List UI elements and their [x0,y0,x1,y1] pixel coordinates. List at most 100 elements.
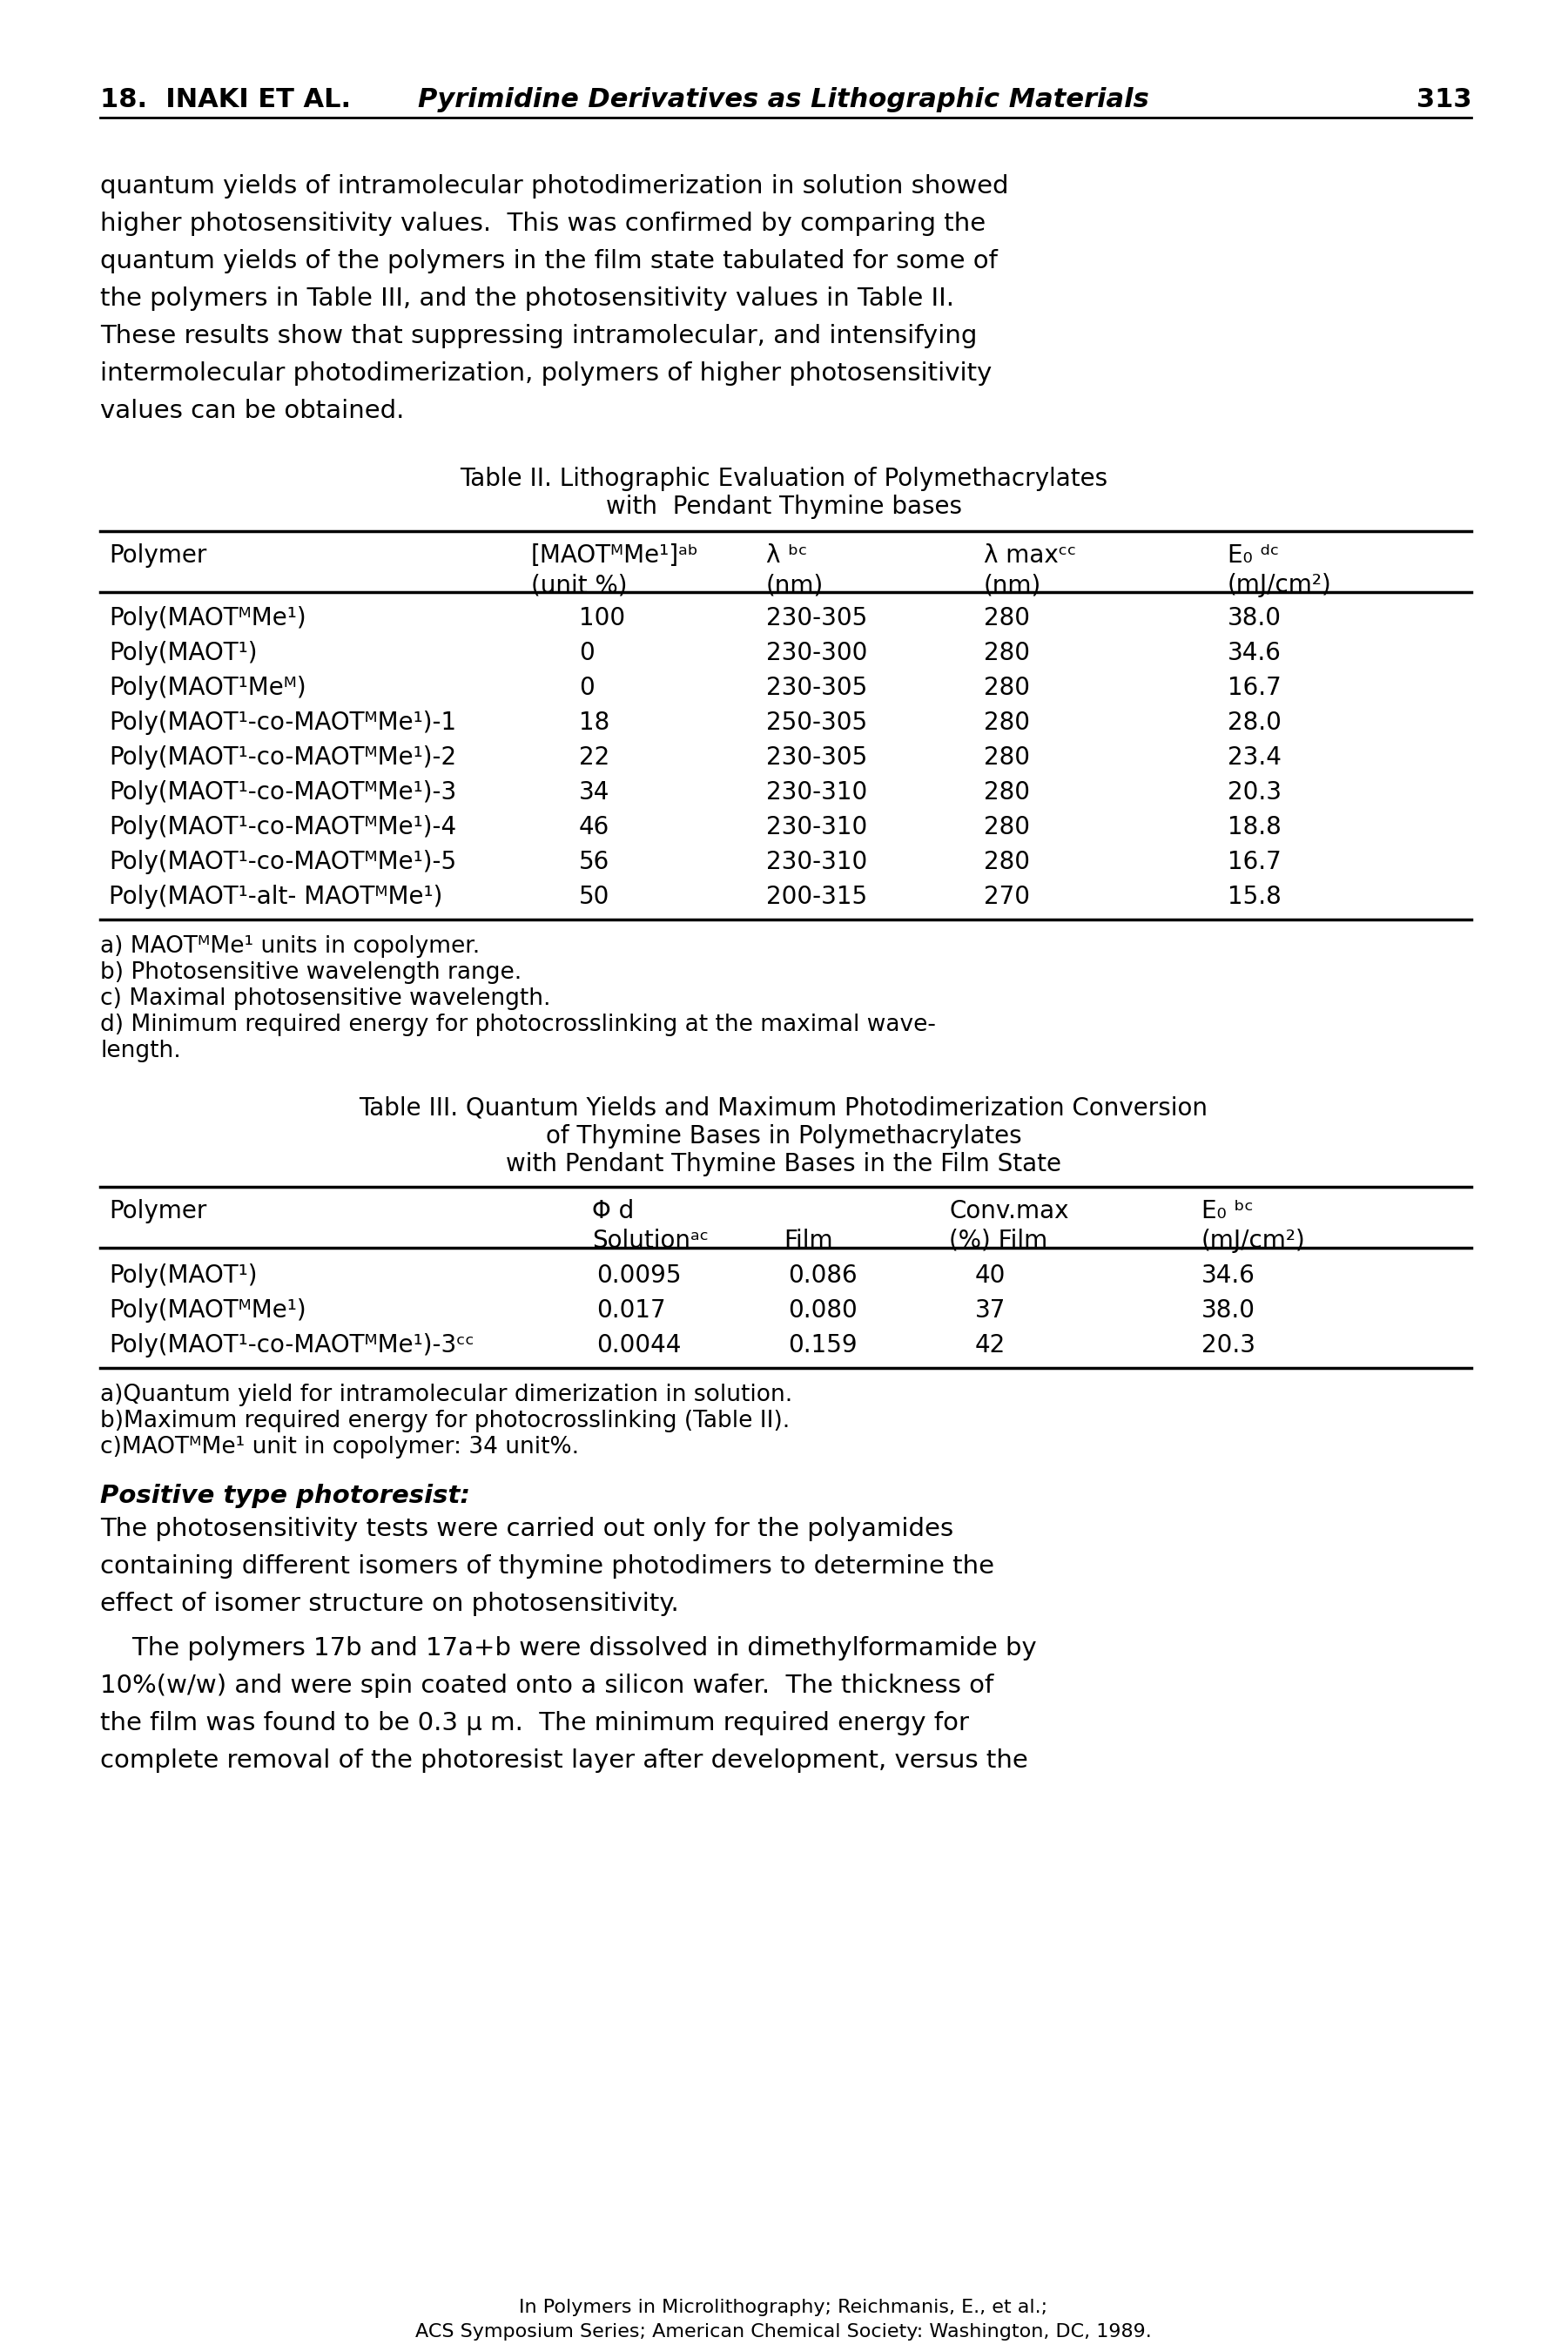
Text: containing different isomers of thymine photodimers to determine the: containing different isomers of thymine … [100,1554,994,1578]
Text: 280: 280 [983,816,1030,839]
Text: 10%(w/w) and were spin coated onto a silicon wafer.  The thickness of: 10%(w/w) and were spin coated onto a sil… [100,1674,994,1697]
Text: 37: 37 [975,1298,1007,1324]
Text: 56: 56 [579,849,610,875]
Text: 230-300: 230-300 [767,642,867,665]
Text: 230-305: 230-305 [767,745,867,769]
Text: 230-310: 230-310 [767,781,867,804]
Text: The polymers 17b and 17a+b were dissolved in dimethylformamide by: The polymers 17b and 17a+b were dissolve… [100,1636,1036,1660]
Text: a) MAOTᴹMe¹ units in copolymer.: a) MAOTᴹMe¹ units in copolymer. [100,936,480,957]
Text: 230-305: 230-305 [767,675,867,701]
Text: 16.7: 16.7 [1228,849,1281,875]
Text: 34: 34 [579,781,610,804]
Text: 230-305: 230-305 [767,607,867,630]
Text: Poly(MAOT¹-co-MAOTᴹMe¹)-4: Poly(MAOT¹-co-MAOTᴹMe¹)-4 [108,816,456,839]
Text: Poly(MAOT¹-co-MAOTᴹMe¹)-3: Poly(MAOT¹-co-MAOTᴹMe¹)-3 [108,781,456,804]
Text: b)Maximum required energy for photocrosslinking (Table II).: b)Maximum required energy for photocross… [100,1411,790,1432]
Text: Φ d: Φ d [593,1199,633,1223]
Text: Table III. Quantum Yields and Maximum Photodimerization Conversion: Table III. Quantum Yields and Maximum Ph… [359,1096,1207,1121]
Text: values can be obtained.: values can be obtained. [100,400,405,423]
Text: Poly(MAOT¹Meᴹ): Poly(MAOT¹Meᴹ) [108,675,306,701]
Text: 20.3: 20.3 [1228,781,1281,804]
Text: 200-315: 200-315 [767,884,867,910]
Text: Table II. Lithographic Evaluation of Polymethacrylates: Table II. Lithographic Evaluation of Pol… [459,468,1107,491]
Text: 280: 280 [983,675,1030,701]
Text: Poly(MAOTᴹMe¹): Poly(MAOTᴹMe¹) [108,607,306,630]
Text: a)Quantum yield for intramolecular dimerization in solution.: a)Quantum yield for intramolecular dimer… [100,1385,792,1406]
Text: 22: 22 [579,745,610,769]
Text: Poly(MAOT¹-co-MAOTᴹMe¹)-3ᶜᶜ: Poly(MAOT¹-co-MAOTᴹMe¹)-3ᶜᶜ [108,1333,474,1357]
Text: of Thymine Bases in Polymethacrylates: of Thymine Bases in Polymethacrylates [546,1124,1021,1150]
Text: 280: 280 [983,781,1030,804]
Text: 270: 270 [983,884,1030,910]
Text: 46: 46 [579,816,610,839]
Text: 280: 280 [983,745,1030,769]
Text: λ maxᶜᶜ: λ maxᶜᶜ [983,543,1076,567]
Text: 100: 100 [579,607,626,630]
Text: b) Photosensitive wavelength range.: b) Photosensitive wavelength range. [100,962,522,985]
Text: In Polymers in Microlithography; Reichmanis, E., et al.;: In Polymers in Microlithography; Reichma… [519,2299,1047,2316]
Text: d) Minimum required energy for photocrosslinking at the maximal wave-: d) Minimum required energy for photocros… [100,1013,936,1037]
Text: 0: 0 [579,642,594,665]
Text: Poly(MAOT¹): Poly(MAOT¹) [108,642,257,665]
Text: 0.0095: 0.0095 [596,1262,681,1288]
Text: (nm): (nm) [983,574,1041,597]
Text: with  Pendant Thymine bases: with Pendant Thymine bases [605,494,961,520]
Text: Pyrimidine Derivatives as Lithographic Materials: Pyrimidine Derivatives as Lithographic M… [419,87,1149,113]
Text: E₀ ᵈᶜ: E₀ ᵈᶜ [1228,543,1279,567]
Text: quantum yields of the polymers in the film state tabulated for some of: quantum yields of the polymers in the fi… [100,249,997,273]
Text: Poly(MAOTᴹMe¹): Poly(MAOTᴹMe¹) [108,1298,306,1324]
Text: 18: 18 [579,710,610,736]
Text: (nm): (nm) [767,574,823,597]
Text: 23.4: 23.4 [1228,745,1281,769]
Text: 28.0: 28.0 [1228,710,1281,736]
Text: 0.017: 0.017 [596,1298,666,1324]
Text: Poly(MAOT¹-alt- MAOTᴹMe¹): Poly(MAOT¹-alt- MAOTᴹMe¹) [108,884,442,910]
Text: the film was found to be 0.3 μ m.  The minimum required energy for: the film was found to be 0.3 μ m. The mi… [100,1712,969,1735]
Text: Poly(MAOT¹-co-MAOTᴹMe¹)-2: Poly(MAOT¹-co-MAOTᴹMe¹)-2 [108,745,456,769]
Text: (%) Film: (%) Film [949,1230,1047,1253]
Text: 313: 313 [1416,87,1471,113]
Text: 38.0: 38.0 [1201,1298,1256,1324]
Text: E₀ ᵇᶜ: E₀ ᵇᶜ [1201,1199,1253,1223]
Text: the polymers in Table III, and the photosensitivity values in Table II.: the polymers in Table III, and the photo… [100,287,955,310]
Text: ACS Symposium Series; American Chemical Society: Washington, DC, 1989.: ACS Symposium Series; American Chemical … [416,2323,1152,2342]
Text: 42: 42 [975,1333,1005,1357]
Text: 38.0: 38.0 [1228,607,1281,630]
Text: effect of isomer structure on photosensitivity.: effect of isomer structure on photosensi… [100,1592,679,1615]
Text: length.: length. [100,1039,180,1063]
Text: 50: 50 [579,884,610,910]
Text: Poly(MAOT¹): Poly(MAOT¹) [108,1262,257,1288]
Text: These results show that suppressing intramolecular, and intensifying: These results show that suppressing intr… [100,324,977,348]
Text: 280: 280 [983,710,1030,736]
Text: Positive type photoresist:: Positive type photoresist: [100,1483,470,1507]
Text: 250-305: 250-305 [767,710,867,736]
Text: 15.8: 15.8 [1228,884,1281,910]
Text: 40: 40 [975,1262,1007,1288]
Text: 0.080: 0.080 [787,1298,858,1324]
Text: 230-310: 230-310 [767,816,867,839]
Text: 34.6: 34.6 [1201,1262,1256,1288]
Text: 280: 280 [983,642,1030,665]
Text: [MAOTᴹMe¹]ᵃᵇ: [MAOTᴹMe¹]ᵃᵇ [532,543,699,567]
Text: 20.3: 20.3 [1201,1333,1256,1357]
Text: 280: 280 [983,607,1030,630]
Text: Poly(MAOT¹-co-MAOTᴹMe¹)-5: Poly(MAOT¹-co-MAOTᴹMe¹)-5 [108,849,456,875]
Text: c) Maximal photosensitive wavelength.: c) Maximal photosensitive wavelength. [100,987,550,1011]
Text: 16.7: 16.7 [1228,675,1281,701]
Text: The photosensitivity tests were carried out only for the polyamides: The photosensitivity tests were carried … [100,1516,953,1542]
Text: 280: 280 [983,849,1030,875]
Text: 0: 0 [579,675,594,701]
Text: c)MAOTᴹMe¹ unit in copolymer: 34 unit%.: c)MAOTᴹMe¹ unit in copolymer: 34 unit%. [100,1436,579,1458]
Text: Conv.max: Conv.max [949,1199,1069,1223]
Text: λ ᵇᶜ: λ ᵇᶜ [767,543,808,567]
Text: 230-310: 230-310 [767,849,867,875]
Text: Poly(MAOT¹-co-MAOTᴹMe¹)-1: Poly(MAOT¹-co-MAOTᴹMe¹)-1 [108,710,456,736]
Text: 18.  INAKI ET AL.: 18. INAKI ET AL. [100,87,351,113]
Text: 0.086: 0.086 [787,1262,858,1288]
Text: quantum yields of intramolecular photodimerization in solution showed: quantum yields of intramolecular photodi… [100,174,1008,197]
Text: Polymer: Polymer [108,1199,207,1223]
Text: 34.6: 34.6 [1228,642,1281,665]
Text: 0.0044: 0.0044 [596,1333,681,1357]
Text: (mJ/cm²): (mJ/cm²) [1228,574,1331,597]
Text: with Pendant Thymine Bases in the Film State: with Pendant Thymine Bases in the Film S… [506,1152,1062,1176]
